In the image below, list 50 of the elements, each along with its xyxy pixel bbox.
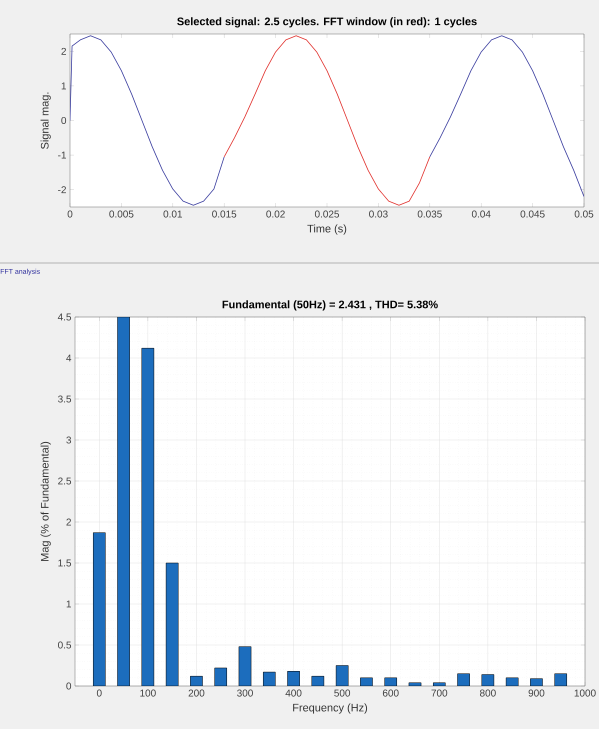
x-tick-label: 0.025 bbox=[314, 210, 340, 218]
x-tick-label: 800 bbox=[480, 690, 496, 697]
bar bbox=[336, 665, 348, 686]
y-tick-label: 2.5 bbox=[58, 477, 72, 485]
x-tick-label: 0.02 bbox=[266, 210, 285, 218]
y-tick-label: 0.5 bbox=[58, 641, 72, 649]
x-tick-label: 900 bbox=[528, 690, 544, 697]
y-tick-label: 2 bbox=[61, 48, 66, 55]
x-tick-label: 600 bbox=[382, 690, 399, 697]
x-tick-label: 0.01 bbox=[163, 210, 182, 218]
x-tick-label: 400 bbox=[285, 690, 302, 697]
y-tick-label: 3 bbox=[66, 436, 72, 444]
x-tick-label: 0.035 bbox=[418, 210, 442, 218]
bar bbox=[117, 317, 130, 686]
bar bbox=[166, 562, 178, 686]
x-tick-label: 0 bbox=[96, 690, 102, 697]
y-tick-label: 4.5 bbox=[58, 314, 72, 320]
x-tick-label: 500 bbox=[334, 690, 350, 697]
x-tick-label: 0.03 bbox=[369, 210, 388, 218]
x-tick-label: 0.04 bbox=[472, 210, 491, 218]
x-tick-label: 0.05 bbox=[574, 210, 594, 218]
x-axis-title: Time (s) bbox=[307, 224, 346, 235]
y-tick-label: -2 bbox=[58, 186, 66, 194]
y-tick-label: 1 bbox=[62, 82, 66, 90]
x-tick-label: 1000 bbox=[574, 690, 596, 697]
x-axis-title: Frequency (Hz) bbox=[293, 703, 368, 714]
y-tick-label: 3.5 bbox=[58, 395, 72, 403]
x-tick-label: 700 bbox=[431, 690, 448, 697]
y-tick-label: 4 bbox=[66, 354, 72, 362]
y-tick-label: 0 bbox=[66, 682, 72, 690]
y-tick-label: 0 bbox=[61, 116, 66, 124]
chart-title: Selected signal: 2.5 cycles. FFT window (in red): 1 cycles bbox=[177, 17, 477, 28]
y-axis-title: Signal mag. bbox=[40, 92, 51, 149]
x-tick-label: 300 bbox=[237, 690, 253, 697]
bar bbox=[287, 671, 300, 686]
line-series bbox=[224, 35, 430, 206]
bar bbox=[92, 532, 106, 686]
x-tick-label: 100 bbox=[140, 690, 156, 697]
bar bbox=[142, 348, 154, 686]
y-axis-title: Mag (% of Fundamental) bbox=[40, 442, 51, 561]
y-tick-label: 1.5 bbox=[58, 560, 72, 566]
y-tick-label: -1 bbox=[58, 152, 66, 159]
x-tick-label: 200 bbox=[188, 690, 204, 697]
x-tick-label: 0.045 bbox=[520, 210, 545, 218]
y-tick-label: 2 bbox=[66, 518, 71, 526]
y-tick-label: 1 bbox=[66, 600, 71, 608]
line-series bbox=[429, 35, 584, 198]
x-tick-label: 0.015 bbox=[212, 210, 236, 218]
chart-title: Fundamental (50Hz) = 2.431 , THD= 5.38% bbox=[222, 300, 438, 310]
x-tick-label: 0.005 bbox=[109, 210, 134, 218]
